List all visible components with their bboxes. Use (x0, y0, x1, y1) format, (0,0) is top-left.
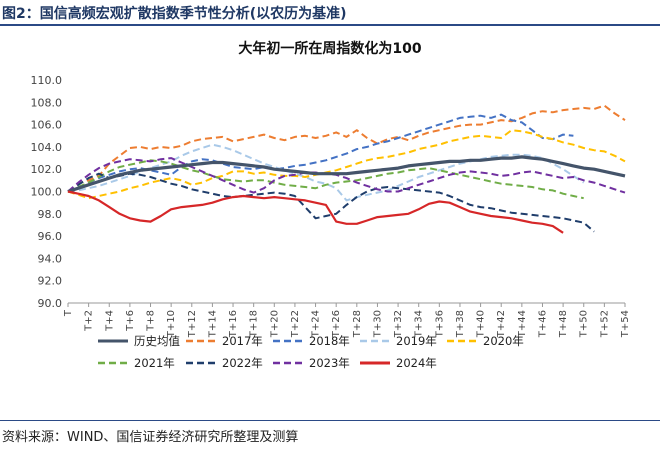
x-tick-label: T+52 (599, 310, 610, 338)
series-line-6 (67, 172, 595, 233)
legend-label: 2023年 (309, 356, 350, 370)
y-tick-label: 102.0 (31, 163, 63, 176)
footer-divider (0, 420, 660, 421)
x-tick-label: T (63, 309, 74, 317)
y-tick-label: 92.0 (38, 275, 63, 288)
y-tick-label: 106.0 (31, 119, 63, 132)
x-tick-label: T+48 (558, 310, 569, 338)
legend-label: 2021年 (134, 356, 175, 370)
x-tick-label: T+12 (187, 310, 198, 338)
legend-label: 2017年 (222, 334, 263, 348)
y-axis: 90.0 92.0 94.0 96.0 98.0 100.0 102.0 104.0 106.0… (31, 74, 63, 310)
series-line-5 (67, 159, 584, 200)
x-tick-label: T+14 (207, 310, 218, 338)
x-tick-label: T+38 (455, 310, 466, 338)
y-tick-label: 90.0 (38, 297, 63, 310)
legend-label: 2018年 (309, 334, 350, 348)
y-tick-label: 100.0 (31, 186, 63, 199)
series-line-8 (67, 190, 564, 234)
x-tick-label: T+22 (290, 310, 301, 338)
series-line-4 (67, 129, 626, 200)
seasonality-line-chart: 大年初一所在周指数化为100 90.0 92.0 94.0 96.0 98.0 100.0… (31, 40, 632, 370)
x-tick-label: T+46 (537, 310, 548, 338)
x-tick-label: T+36 (434, 310, 445, 338)
x-tick-label: T+2 (84, 310, 95, 332)
legend-label: 2024年 (396, 356, 437, 370)
x-tick-label: T+34 (414, 310, 425, 338)
x-tick-label: T+10 (166, 310, 177, 338)
series-line-7 (67, 157, 626, 194)
figure-source: 资料来源：WIND、国信证券经济研究所整理及测算 (2, 430, 299, 445)
y-tick-label: 94.0 (38, 252, 63, 265)
y-tick-label: 104.0 (31, 141, 63, 154)
x-tick-label: T+24 (311, 310, 322, 338)
x-tick-label: T+40 (476, 310, 487, 338)
legend-label: 历史均值 (134, 334, 180, 348)
x-tick-label: T+32 (393, 310, 404, 338)
x-tick-label: T+6 (125, 310, 136, 332)
series-line-3 (67, 143, 585, 202)
legend-label: 2020年 (483, 334, 524, 348)
x-tick-label: T+8 (146, 310, 157, 332)
legend: 历史均值 2017年 2018年 2019年 2020年 2021年 2022年 2023年 2… (98, 334, 524, 370)
y-tick-label: 98.0 (38, 208, 63, 221)
x-tick-label: T+30 (372, 310, 383, 338)
series-line-0 (67, 155, 626, 194)
x-tick-label: T+42 (496, 310, 507, 338)
figure-label: 图2：国信高频宏观扩散指数季节性分析(以农历为基准) (2, 6, 347, 22)
y-tick-label: 110.0 (31, 74, 63, 87)
y-tick-label: 96.0 (38, 230, 63, 243)
x-tick-label: T+18 (249, 310, 260, 338)
y-tick-label: 108.0 (31, 96, 63, 109)
series-line-2 (67, 113, 574, 193)
plot-lines (67, 104, 626, 234)
x-tick-label: T+44 (517, 310, 528, 338)
x-axis: T T+2 T+4 T+6 T+8 T+10 T+12 T+14 T+16 T+18 T+20 T+2… (63, 302, 631, 338)
x-tick-label: T+28 (352, 310, 363, 338)
figure-header: 图2：国信高频宏观扩散指数季节性分析(以农历为基准) (0, 0, 660, 26)
legend-label: 2019年 (396, 334, 437, 348)
x-tick-label: T+26 (331, 310, 342, 338)
x-tick-label: T+20 (269, 310, 280, 338)
x-tick-label: T+4 (104, 310, 115, 332)
series-line-1 (67, 104, 626, 193)
legend-label: 2022年 (222, 356, 263, 370)
x-tick-label: T+54 (620, 310, 631, 338)
x-tick-label: T+16 (228, 310, 239, 338)
x-tick-label: T+50 (579, 310, 590, 338)
chart-title: 大年初一所在周指数化为100 (238, 40, 421, 57)
